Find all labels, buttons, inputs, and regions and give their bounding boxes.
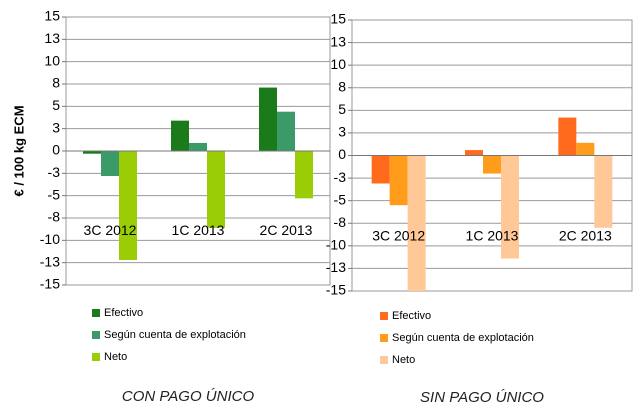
y-tick-label: -5 xyxy=(334,191,347,207)
bar xyxy=(594,155,613,228)
y-tick-label: -10 xyxy=(326,237,346,253)
bar xyxy=(295,151,313,199)
caption: CON PAGO ÚNICO xyxy=(122,388,255,405)
x-tick-label: 3C 2012 xyxy=(372,228,425,244)
x-tick-label: 3C 2012 xyxy=(84,222,137,238)
y-tick-label: 0 xyxy=(52,142,60,158)
legend-label: Efectivo xyxy=(104,307,143,319)
y-tick-label: -3 xyxy=(48,164,61,180)
y-tick-label: 8 xyxy=(52,75,60,91)
y-tick-label: 3 xyxy=(338,124,346,140)
y-tick-label: 3 xyxy=(52,119,60,135)
bar xyxy=(171,120,189,151)
bar xyxy=(119,151,137,260)
y-tick-label: -3 xyxy=(334,169,347,185)
legend-swatch xyxy=(92,353,100,361)
bar xyxy=(371,155,390,184)
bar xyxy=(407,155,426,291)
legend-label: Según cuenta de explotación xyxy=(104,329,246,341)
y-axis-title: € / 100 kg ECM xyxy=(11,105,26,196)
bar xyxy=(576,142,595,156)
y-tick-label: 13 xyxy=(44,30,60,46)
y-tick-label: 5 xyxy=(338,101,346,117)
bar xyxy=(101,151,119,177)
y-tick-label: -5 xyxy=(48,186,61,202)
x-tick-label: 2C 2013 xyxy=(559,228,612,244)
legend-swatch xyxy=(380,312,388,320)
legend-swatch xyxy=(92,309,100,317)
y-tick-label: 15 xyxy=(330,11,346,27)
y-tick-label: -13 xyxy=(326,259,346,275)
y-tick-label: -15 xyxy=(40,276,60,292)
bar xyxy=(465,150,483,156)
y-tick-label: 10 xyxy=(330,56,346,72)
y-tick-label: 0 xyxy=(338,146,346,162)
y-tick-label: 8 xyxy=(338,78,346,94)
legend-label: Según cuenta de explotación xyxy=(392,332,534,344)
bar xyxy=(83,151,101,154)
bar xyxy=(259,87,277,151)
y-tick-label: -13 xyxy=(40,253,60,269)
legend-swatch xyxy=(380,334,388,342)
y-tick-label: 5 xyxy=(52,97,60,113)
y-tick-label: -10 xyxy=(40,231,60,247)
bar xyxy=(501,155,519,259)
bar xyxy=(207,151,225,228)
bar xyxy=(389,155,408,206)
legend-label: Neto xyxy=(392,354,415,366)
bar xyxy=(483,155,501,174)
y-tick-label: -8 xyxy=(48,209,61,225)
y-tick-label: 13 xyxy=(330,33,346,49)
legend-swatch xyxy=(380,356,388,364)
x-tick-label: 1C 2013 xyxy=(466,228,519,244)
bar xyxy=(558,117,577,156)
caption: SIN PAGO ÚNICO xyxy=(420,389,544,406)
y-tick-label: -15 xyxy=(326,282,346,298)
x-tick-label: 1C 2013 xyxy=(172,222,225,238)
legend-label: Efectivo xyxy=(392,310,431,322)
bar xyxy=(189,142,207,151)
y-tick-label: 10 xyxy=(44,52,60,68)
legend-label: Neto xyxy=(104,351,127,363)
y-tick-label: -8 xyxy=(334,214,347,230)
y-tick-label: 15 xyxy=(44,8,60,24)
legend-swatch xyxy=(92,331,100,339)
x-tick-label: 2C 2013 xyxy=(260,222,313,238)
bar xyxy=(277,111,295,151)
